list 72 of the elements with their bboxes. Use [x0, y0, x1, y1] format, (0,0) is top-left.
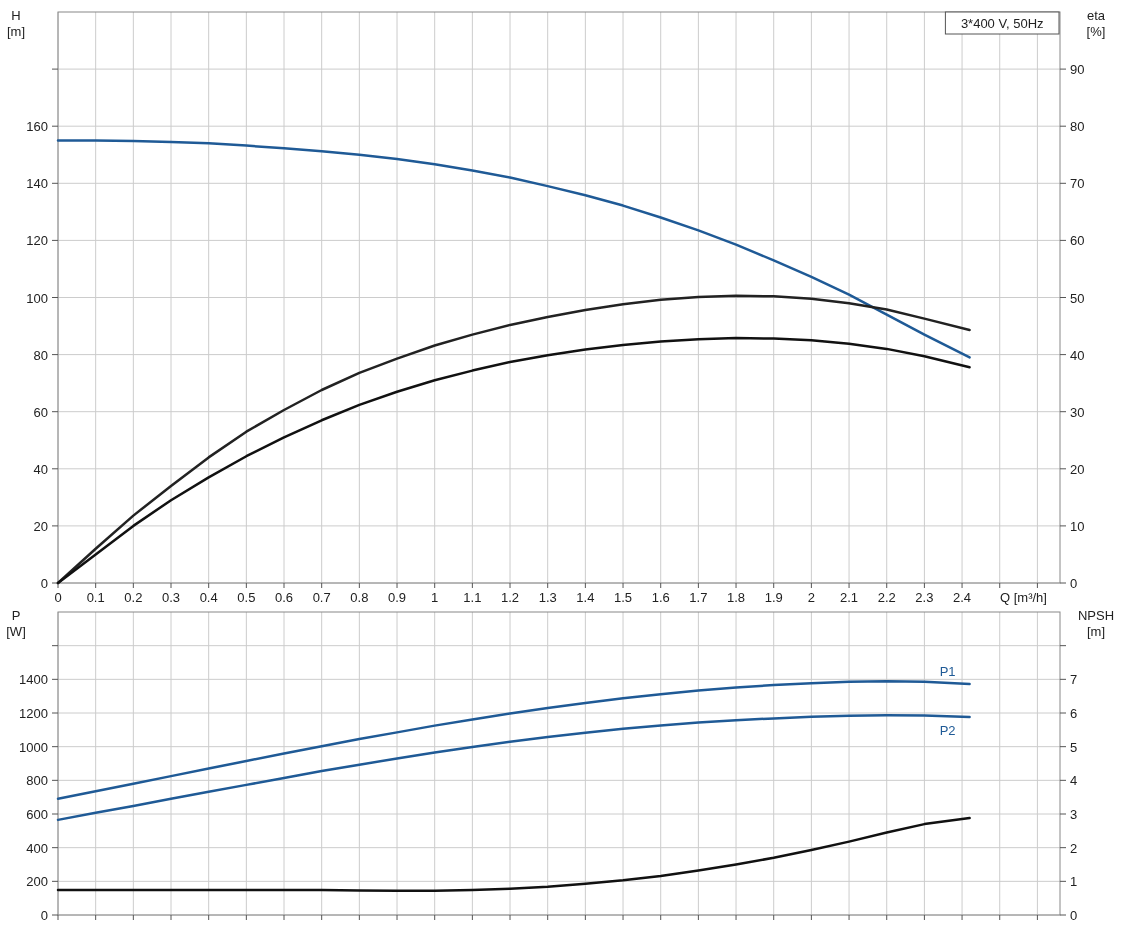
x-axis-title: Q [m³/h] [1000, 590, 1047, 605]
x-tick-label: 0.1 [86, 590, 105, 605]
y2-tick-label: 7 [1070, 672, 1078, 688]
x-tick-label: 0.5 [237, 590, 256, 605]
x-tick-label: 1.5 [614, 590, 633, 605]
x-tick-label: 0.8 [350, 590, 369, 605]
x-tick-label: 2.4 [953, 590, 972, 605]
y-tick-label: 140 [26, 176, 48, 192]
y2-tick-label: 4 [1070, 773, 1078, 789]
y-tick-label: 0 [40, 576, 48, 591]
y-tick-label: 200 [26, 874, 48, 890]
y2-tick-label: 5 [1070, 739, 1078, 755]
y-axis-title: H [m] [6, 8, 26, 39]
y2-axis-title: NPSH [m] [1077, 608, 1115, 639]
y-tick-label: 600 [26, 807, 48, 822]
y-tick-label: 100 [26, 290, 48, 306]
x-tick-label: 1.1 [463, 590, 482, 605]
y-tick-label: 400 [26, 840, 48, 856]
y-tick-label: 120 [26, 233, 48, 249]
annotation: 3*400 V, 50Hz [960, 16, 1044, 31]
y2-tick-label: 2 [1070, 840, 1078, 856]
y-axis-title: P [W] [6, 608, 26, 639]
x-tick-label: 1.3 [538, 590, 557, 605]
y2-tick-label: 20 [1070, 461, 1085, 477]
x-tick-label: 1.7 [689, 590, 708, 605]
y-tick-label: 60 [33, 404, 48, 420]
x-tick-label: 1.6 [651, 590, 670, 605]
y2-tick-label: 30 [1070, 404, 1085, 420]
x-tick-label: 0.3 [161, 590, 181, 605]
y2-tick-label: 0 [1070, 576, 1078, 591]
x-tick-label: 1.2 [500, 590, 520, 605]
x-tick-label: 0.4 [199, 590, 218, 605]
y2-tick-label: 90 [1070, 62, 1085, 78]
y2-tick-label: 3 [1070, 807, 1078, 822]
x-tick-label: 2.3 [915, 590, 934, 605]
y2-tick-label: 80 [1070, 119, 1085, 135]
y-tick-label: 800 [26, 773, 48, 789]
y2-tick-label: 10 [1070, 518, 1085, 534]
y2-axis-title: eta [%] [1086, 8, 1106, 39]
y-tick-label: 20 [33, 518, 48, 534]
y-tick-label: 80 [33, 347, 48, 363]
series-label: P1 [939, 664, 956, 680]
x-tick-label: 0.2 [124, 590, 143, 605]
x-tick-label: 2.1 [840, 590, 859, 605]
line-series [56, 816, 971, 893]
y-tick-label: 40 [33, 461, 48, 477]
x-tick-label: 1.4 [576, 590, 595, 605]
line-series [56, 714, 971, 822]
series-label: P2 [939, 723, 956, 739]
y2-tick-label: 1 [1070, 874, 1078, 890]
y-tick-label: 1200 [19, 706, 48, 721]
x-tick-label: 0.9 [387, 590, 407, 605]
y2-tick-label: 40 [1070, 347, 1085, 363]
x-tick-label: 1.9 [764, 590, 783, 605]
line-series [56, 680, 971, 801]
x-tick-label: 1.8 [727, 590, 746, 605]
y-tick-label: 160 [26, 119, 48, 135]
x-tick-label: 0.6 [274, 590, 294, 605]
y2-tick-label: 60 [1070, 233, 1085, 249]
y2-tick-label: 50 [1070, 290, 1085, 306]
x-tick-label: 2 [807, 590, 815, 605]
x-tick-label: 1 [431, 590, 439, 605]
y-tick-label: 1000 [19, 739, 48, 755]
x-tick-label: 0 [54, 590, 62, 605]
y-tick-label: 0 [40, 908, 48, 923]
x-tick-label: 0.7 [312, 590, 331, 605]
y-tick-label: 1400 [19, 672, 48, 688]
y2-tick-label: 6 [1070, 706, 1078, 721]
y2-tick-label: 70 [1070, 176, 1085, 192]
y2-tick-label: 0 [1070, 908, 1078, 923]
x-tick-label: 2.2 [877, 590, 896, 605]
line-series [56, 139, 971, 359]
